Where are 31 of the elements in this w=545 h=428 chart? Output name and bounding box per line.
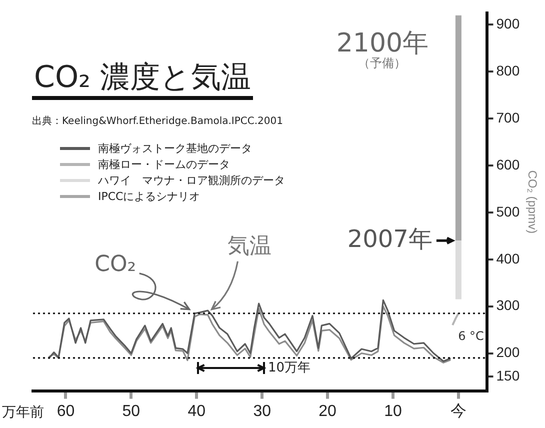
x-tick-label: 40 [188,402,206,420]
text: CO₂ 濃度と気温 [32,60,254,100]
annotation: CO₂ [94,252,136,278]
x-tick-label: 50 [122,402,140,420]
y-tick-label: 200 [496,344,520,360]
y-tick-label: 800 [496,62,520,79]
y-axis-title: CO₂ (ppmv) [525,170,540,234]
annotation: 2100年 [336,28,429,58]
text: 出典：Keeling&Whorf.Etheridge.Bamola.IPCC.2001 [32,114,283,128]
x-axis-title: 万年前 [2,404,44,420]
y-tick-label: 600 [496,156,520,172]
x-tick-label: 20 [318,402,337,420]
y-tick-label: 700 [496,109,520,126]
annotation: 6 °C [458,329,484,344]
annotation: 10万年 [268,360,311,376]
legend-label: 南極ヴォストーク基地のデータ [98,140,252,156]
annotation: 気温 [228,234,272,260]
x-tick-label: 10 [384,402,402,420]
annotation: （予備） [358,56,406,70]
y-tick-label: 500 [496,203,520,220]
y-tick-label: 150 [496,368,520,384]
y-tick-label: 300 [496,297,520,314]
y-tick-label: 900 [496,16,520,32]
legend-label: 南極ロー・ドームのデータ [98,156,230,172]
annotation: 2007年 [347,224,432,253]
legend-label: IPCCによるシナリオ [98,188,200,204]
x-tick-label: 60 [56,402,75,420]
x-tick-label: 今 [450,402,466,420]
legend-label: ハワイ マウナ・ロア観測所のデータ [98,172,285,188]
y-tick-label: 400 [496,250,520,266]
x-tick-label: 30 [253,402,272,420]
